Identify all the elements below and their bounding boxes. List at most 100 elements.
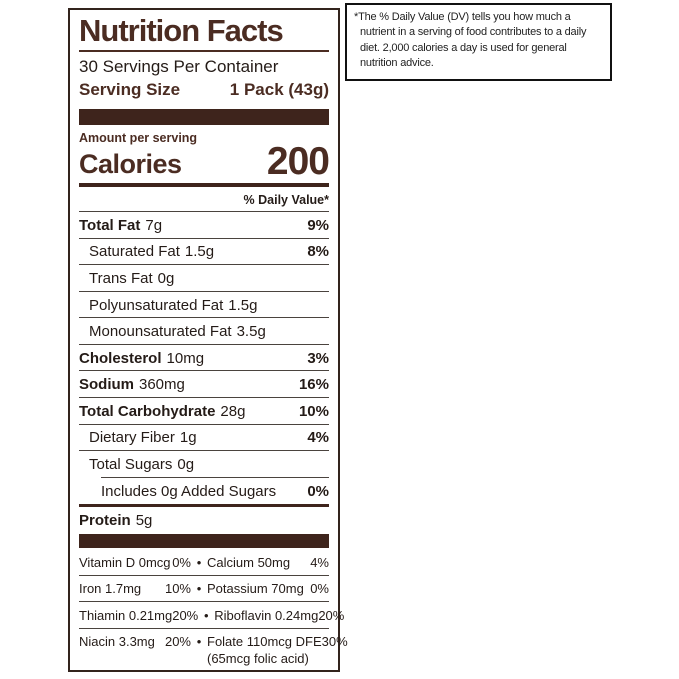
micronutrient-left-pair: Niacin 3.3mg 20%	[79, 634, 191, 649]
label-title: Nutrition Facts	[79, 13, 284, 48]
nutrient-row-total-carbohydrate: Total Carbohydrate 28g 10%	[79, 398, 329, 425]
micronutrient-right-pair: Riboflavin 0.24mg 20%	[214, 608, 344, 623]
nutrient-dv: 9%	[307, 216, 329, 234]
nutrient-amount: 1.5g	[184, 243, 215, 261]
micronutrient-right-pair: Calcium 50mg 4%	[207, 555, 329, 570]
vitamins-separator-bar	[79, 534, 329, 549]
serving-size-label: Serving Size	[79, 80, 181, 100]
protein-divider	[79, 504, 329, 508]
micronutrient-right-pair: Folate 110mcg DFE 30% (65mcg folic acid)	[207, 634, 348, 666]
nutrient-row-dietary-fiber: Dietary Fiber 1g 4%	[79, 425, 329, 452]
nutrient-name: Sodium	[79, 376, 134, 394]
nutrient-amount: 1g	[179, 429, 197, 447]
bullet-separator: •	[196, 581, 202, 597]
micronutrient-dv: 10%	[164, 581, 191, 597]
nutrient-dv: 16%	[298, 376, 329, 394]
micronutrient-dv: 20%	[172, 607, 199, 623]
calories-value: 200	[266, 139, 330, 183]
micronutrient-rows: Vitamin D 0mcg 0% • Calcium 50mg 4% Iron…	[79, 549, 348, 672]
nutrient-name-group: Saturated Fat 1.5g	[89, 243, 214, 260]
micronutrient-row-vitamin-d-calcium: Vitamin D 0mcg 0% • Calcium 50mg 4%	[79, 549, 329, 576]
nutrient-rows: Total Fat 7g 9% Saturated Fat 1.5g 8% Tr…	[79, 212, 329, 534]
micronutrient-left-pair: Iron 1.7mg 10%	[79, 581, 191, 596]
nutrient-row-cholesterol: Cholesterol 10mg 3%	[79, 345, 329, 372]
nutrient-name-group: Monounsaturated Fat 3.5g	[89, 323, 266, 340]
nutrient-name-group: Trans Fat 0g	[89, 270, 174, 287]
nutrient-dv: 3%	[307, 349, 329, 367]
micronutrient-name: Folate 110mcg DFE	[207, 633, 322, 649]
micronutrient-name: Thiamin 0.21mg	[79, 607, 173, 623]
nutrient-name: Protein	[79, 512, 131, 530]
nutrient-name-group: Total Fat 7g	[79, 217, 162, 234]
nutrient-name: Trans Fat	[89, 269, 153, 287]
nutrient-name: Dietary Fiber	[89, 429, 175, 447]
nutrient-amount: 7g	[145, 216, 163, 234]
nutrient-name-group: Dietary Fiber 1g	[89, 429, 197, 446]
micronutrient-left-pair: Vitamin D 0mcg 0%	[79, 555, 191, 570]
micronutrient-row-iron-potassium: Iron 1.7mg 10% • Potassium 70mg 0%	[79, 576, 329, 603]
serving-size-value: 1 Pack (43g)	[229, 80, 329, 100]
micronutrient-name: Potassium 70mg	[207, 581, 304, 597]
nutrient-name-group: Includes 0g Added Sugars	[101, 483, 281, 500]
nutrient-row-saturated-fat: Saturated Fat 1.5g 8%	[79, 239, 329, 266]
nutrition-facts-label: Nutrition Facts 30 Servings Per Containe…	[68, 8, 348, 672]
micronutrient-dv: 4%	[310, 554, 329, 570]
micronutrient-row-niacin-folate: Niacin 3.3mg 20% • Folate 110mcg DFE 30%…	[79, 629, 348, 672]
calories-divider	[79, 182, 329, 187]
nutrient-name: Total Sugars	[89, 456, 173, 474]
bullet-separator: •	[196, 554, 202, 570]
nutrient-dv: 8%	[307, 243, 329, 261]
micronutrient-note: (65mcg folic acid)	[207, 650, 309, 666]
title-divider	[79, 50, 329, 53]
micronutrient-dv: 30%	[321, 633, 348, 649]
micronutrient-name: Niacin 3.3mg	[79, 633, 155, 649]
servings-per-container: 30 Servings Per Container	[79, 57, 279, 77]
micronutrient-name: Riboflavin 0.24mg	[214, 607, 319, 623]
nutrient-row-trans-fat: Trans Fat 0g	[79, 265, 329, 292]
nutrient-name-group: Polyunsaturated Fat 1.5g	[89, 297, 257, 314]
micronutrient-right-pair: Potassium 70mg 0%	[207, 581, 329, 596]
micronutrient-dv: 0%	[172, 554, 191, 570]
nutrient-row-sodium: Sodium 360mg 16%	[79, 371, 329, 398]
nutrient-row-total-fat: Total Fat 7g 9%	[79, 212, 329, 239]
micronutrient-dv: 20%	[164, 633, 191, 649]
calories-row: Calories 200	[79, 139, 330, 183]
footnote-text: *The % Daily Value (DV) tells you how mu…	[354, 11, 587, 70]
micronutrient-left-pair: Thiamin 0.21mg 20%	[79, 608, 198, 623]
nutrient-dv: 10%	[298, 402, 329, 420]
nutrient-dv: 0%	[307, 482, 329, 500]
nutrient-name-group: Total Sugars 0g	[89, 456, 194, 473]
nutrient-name-group: Sodium 360mg	[79, 376, 185, 393]
micronutrient-dv: 0%	[310, 581, 329, 597]
serving-size-row: Serving Size 1 Pack (43g)	[79, 80, 329, 100]
nutrient-name: Monounsaturated Fat	[89, 323, 232, 341]
nutrient-name-group: Protein 5g	[79, 512, 152, 529]
calories-label: Calories	[79, 148, 182, 179]
nutrient-name-group: Total Carbohydrate 28g	[79, 403, 245, 420]
nutrient-amount: 5g	[135, 512, 153, 530]
nutrient-amount: 3.5g	[236, 323, 266, 341]
nutrient-row-total-sugars: Total Sugars 0g	[79, 451, 329, 478]
micronutrient-line: Folate 110mcg DFE 30%	[207, 634, 348, 649]
amount-per-serving-label: Amount per serving	[79, 130, 198, 145]
nutrient-name: Polyunsaturated Fat	[89, 296, 224, 314]
nutrient-name: Saturated Fat	[89, 243, 180, 261]
nutrient-amount: 0g	[177, 456, 195, 474]
nutrient-amount: 0g	[157, 269, 175, 287]
nutrient-name: Total Fat	[79, 216, 141, 234]
nutrient-amount: 10mg	[166, 349, 205, 367]
nutrient-dv: 4%	[307, 429, 329, 447]
nutrient-row-polyunsaturated-fat: Polyunsaturated Fat 1.5g	[79, 292, 329, 319]
nutrient-name: Cholesterol	[79, 349, 162, 367]
nutrient-row-protein: Protein 5g	[79, 507, 329, 534]
micronutrient-name: Iron 1.7mg	[79, 581, 142, 597]
micronutrient-row-thiamin-riboflavin: Thiamin 0.21mg 20% • Riboflavin 0.24mg 2…	[79, 602, 344, 629]
nutrient-amount: 28g	[220, 402, 246, 420]
bullet-separator: •	[203, 607, 209, 623]
nutrient-amount: 1.5g	[228, 296, 258, 314]
bullet-separator: •	[196, 633, 202, 649]
micronutrient-name: Calcium 50mg	[207, 554, 291, 570]
micronutrient-dv: 20%	[318, 607, 345, 623]
nutrient-row-added-sugars: Includes 0g Added Sugars 0%	[79, 478, 329, 505]
